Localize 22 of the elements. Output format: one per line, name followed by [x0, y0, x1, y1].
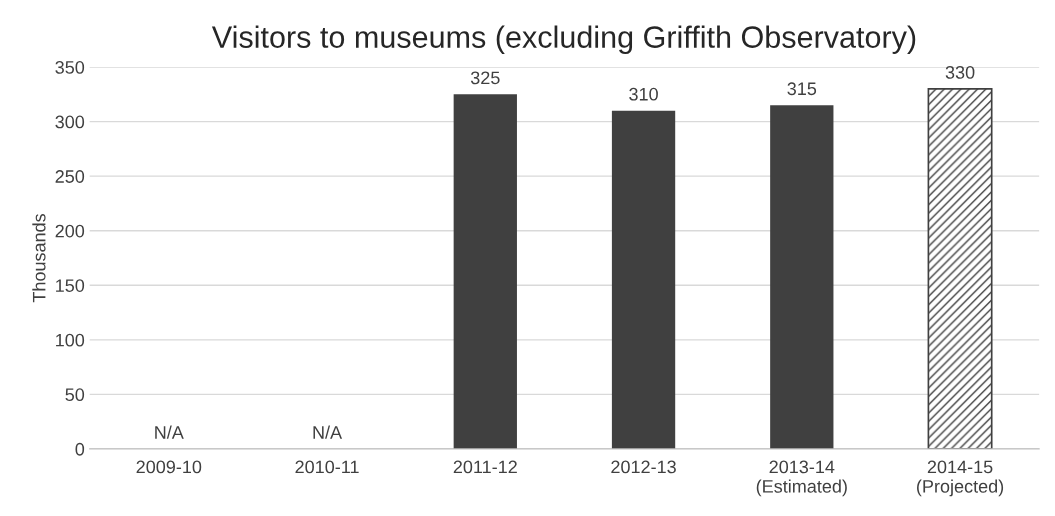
y-tick-label: 200	[55, 224, 85, 238]
data-label: 315	[787, 82, 817, 96]
x-tick-label: 2012-13	[611, 460, 676, 474]
y-tick-label: 150	[56, 279, 85, 292]
x-tick-label: 2009-10	[136, 460, 202, 474]
x-tick-label: 2010-11	[295, 460, 359, 474]
chart-title: Visitors to museums (excluding Griffith Observatory)	[211, 25, 916, 54]
data-label: 310	[629, 87, 658, 101]
x-tick-label: 2011-12	[453, 460, 517, 474]
y-tick-label: 350	[55, 61, 85, 74]
x-tick-label: 2014-15 (Projected)	[917, 460, 1004, 497]
y-tick-label: 100	[56, 333, 85, 347]
data-label: 330	[945, 66, 975, 79]
y-tick-label: 50	[65, 388, 85, 402]
text: N/A	[155, 425, 184, 439]
y-tick-label: 300	[55, 115, 85, 129]
y-tick-label: 250	[55, 170, 85, 183]
x-tick-label: 2013-14 (Estimated)	[756, 460, 847, 497]
text: N/A	[313, 425, 343, 439]
y-tick-label: 0	[75, 442, 85, 456]
data-label: 325	[470, 71, 500, 85]
y-axis-title: Thousands	[32, 213, 46, 303]
